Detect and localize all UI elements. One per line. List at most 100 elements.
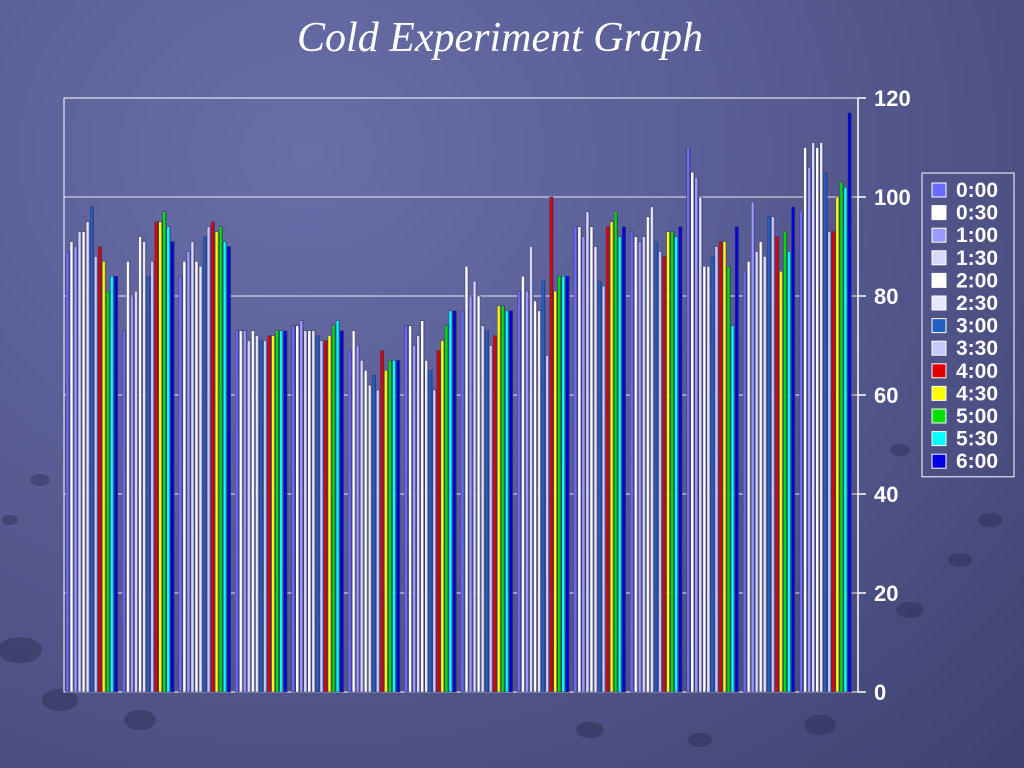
- bar-shade: [491, 345, 493, 692]
- legend-swatch: [931, 272, 947, 288]
- bar-shade: [306, 330, 308, 692]
- legend-swatch: [931, 227, 947, 243]
- bar-shade: [136, 291, 138, 692]
- bar-shade: [221, 226, 223, 692]
- bar-shade: [644, 236, 646, 692]
- legend-label: 3:00: [956, 315, 998, 338]
- bar-shade: [374, 375, 376, 692]
- bar-shade: [640, 241, 642, 693]
- bar-shade: [846, 187, 848, 692]
- bar-shade: [318, 335, 320, 692]
- legend-label: 5:00: [956, 405, 998, 428]
- bars: [65, 112, 852, 693]
- legend-swatch: [931, 250, 947, 266]
- bar-shade: [487, 330, 489, 692]
- bar-shade: [471, 296, 473, 692]
- bar-shade: [713, 256, 715, 692]
- bar-shade: [527, 291, 529, 692]
- background-dot: [804, 715, 836, 735]
- bar-shade: [112, 276, 114, 692]
- bar-shade: [455, 310, 457, 692]
- y-tick-label: 100: [874, 185, 911, 210]
- legend-swatch: [931, 205, 947, 221]
- bar-shade: [84, 231, 86, 692]
- bar-shade: [354, 330, 356, 692]
- bar-shade: [745, 271, 747, 692]
- bar-shade: [342, 330, 344, 692]
- bar-shade: [201, 266, 203, 692]
- bar-shade: [265, 340, 267, 692]
- bar-shade: [664, 256, 666, 692]
- bar-shade: [241, 330, 243, 692]
- bar-shade: [475, 281, 477, 692]
- bar-shade: [636, 236, 638, 692]
- legend-swatch: [931, 363, 947, 379]
- bar-shade: [205, 236, 207, 692]
- bar-shade: [814, 142, 816, 693]
- bar-shade: [503, 305, 505, 692]
- legend-swatch: [931, 340, 947, 356]
- bar-shade: [507, 310, 509, 692]
- bar-shade: [495, 335, 497, 692]
- bar-shade: [350, 350, 352, 692]
- legend-label: 1:30: [956, 247, 998, 270]
- bar-shade: [596, 246, 598, 692]
- bar-shade: [398, 360, 400, 692]
- bar-shade: [777, 236, 779, 692]
- bar-shade: [677, 236, 679, 692]
- bar-shade: [810, 167, 812, 693]
- bar-shade: [443, 340, 445, 692]
- bar-shade: [149, 276, 151, 692]
- bar-shade: [330, 335, 332, 692]
- bar-shade: [802, 211, 803, 692]
- bar-shade: [632, 231, 634, 692]
- bar-shade: [556, 291, 558, 692]
- bar-shade: [237, 330, 239, 692]
- bar-shade: [68, 251, 70, 692]
- bar-shade: [382, 350, 384, 692]
- bar-shade: [169, 226, 171, 692]
- bar-shade: [362, 360, 364, 692]
- bar-shade: [620, 236, 622, 692]
- bar-shade: [838, 197, 840, 692]
- bar-shade: [616, 211, 618, 692]
- bar-shade: [185, 261, 187, 692]
- bar-shade: [193, 241, 195, 693]
- legend-label: 5:30: [956, 428, 998, 451]
- bar-shade: [576, 226, 578, 692]
- bar-shade: [322, 340, 324, 692]
- bar-shade: [96, 256, 98, 692]
- bar-shade: [439, 350, 441, 692]
- bar-shade: [709, 266, 711, 692]
- bar-shade: [213, 221, 215, 692]
- bar-shade: [157, 221, 159, 692]
- bar: [509, 310, 514, 693]
- bar-shade: [785, 231, 787, 692]
- bar-shade: [390, 360, 392, 692]
- bar-shade: [423, 320, 425, 692]
- bar-shade: [673, 231, 675, 692]
- bar-shade: [217, 231, 219, 692]
- bar-shade: [165, 211, 167, 692]
- bar-shade: [229, 246, 231, 692]
- bar-shade: [310, 330, 312, 692]
- bar-shade: [693, 172, 695, 692]
- bar-shade: [419, 335, 421, 692]
- background-dot: [124, 710, 156, 730]
- bar-shade: [552, 197, 554, 692]
- bar-shade: [451, 310, 453, 692]
- bar-shade: [830, 231, 832, 692]
- bar-shade: [624, 226, 626, 692]
- bar-shade: [298, 325, 300, 692]
- bar-shade: [386, 370, 388, 692]
- bar-shade: [411, 325, 413, 692]
- bar-shade: [560, 276, 562, 692]
- y-tick-label: 120: [874, 86, 911, 111]
- bar-shade: [793, 206, 795, 692]
- bar-shade: [519, 291, 521, 692]
- bar-shade: [407, 325, 408, 692]
- bar-shade: [834, 231, 836, 692]
- legend-swatch: [931, 453, 947, 469]
- bar-shade: [826, 172, 828, 692]
- bar-shade: [334, 325, 336, 692]
